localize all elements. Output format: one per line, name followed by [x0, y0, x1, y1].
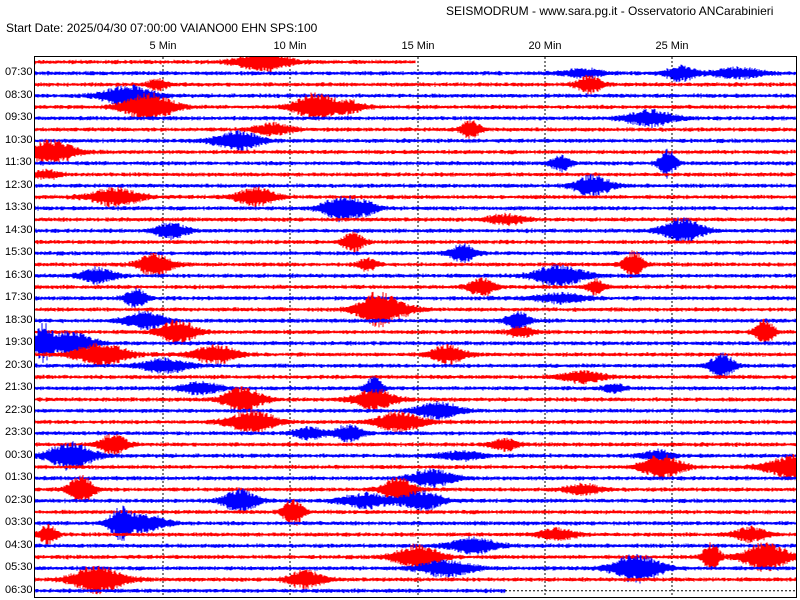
- minute-tick-label: 5 Min: [149, 40, 177, 52]
- trace-row: [35, 554, 796, 584]
- trace-row: [35, 488, 796, 514]
- trace-row: [35, 376, 796, 400]
- hour-label: 00:30: [5, 448, 33, 461]
- trace-row: [35, 342, 796, 368]
- hour-label: 01:30: [5, 471, 33, 483]
- trace-row: [35, 475, 796, 503]
- trace-row: [35, 291, 796, 328]
- trace-row: [35, 536, 796, 555]
- minute-tick-label: 15 Min: [401, 40, 435, 52]
- trace-row: [35, 409, 796, 434]
- trace-row: [35, 92, 796, 121]
- trace-row: [35, 84, 796, 108]
- hour-label: 21:30: [5, 381, 33, 393]
- hour-label: 04:30: [5, 538, 33, 551]
- hour-label: 20:30: [5, 358, 33, 371]
- hour-label: 09:30: [5, 111, 33, 123]
- trace-row: [35, 524, 796, 546]
- trace-row: [35, 588, 506, 594]
- trace-row: [35, 370, 796, 385]
- trace-row: [35, 139, 796, 164]
- trace-row: [35, 424, 796, 443]
- hour-label: 16:30: [5, 268, 33, 281]
- trace-row: [35, 468, 796, 489]
- trace-row: [35, 129, 796, 152]
- trace-row: [35, 277, 796, 297]
- chart-title: SEISMODRUM - www.sara.pg.it - Osservator…: [446, 4, 774, 18]
- trace-row: [35, 243, 796, 263]
- hour-label: 12:30: [5, 178, 33, 191]
- trace-row: [35, 386, 796, 414]
- trace-row: [35, 217, 796, 243]
- hour-label: 13:30: [5, 201, 33, 213]
- hour-label: 08:30: [5, 88, 33, 101]
- minute-tick-label: 10 Min: [273, 40, 307, 52]
- start-date-line: Start Date: 2025/04/30 07:00:00 VAIANO00…: [6, 21, 318, 35]
- trace-row: [35, 74, 796, 95]
- trace-row: [35, 231, 796, 253]
- trace-row: [35, 109, 796, 129]
- trace-row: [35, 250, 796, 278]
- trace-row: [35, 57, 416, 73]
- trace-row: [35, 173, 796, 197]
- trace-row: [35, 352, 796, 378]
- trace-row: [35, 441, 796, 471]
- hour-label: 17:30: [5, 291, 33, 303]
- trace-row: [35, 186, 796, 208]
- trace-row: [35, 401, 796, 421]
- trace-row: [35, 195, 796, 223]
- hour-label: 06:30: [5, 583, 33, 596]
- trace-row: [35, 120, 796, 139]
- trace-row: [35, 310, 796, 331]
- hour-label: 19:30: [5, 336, 33, 348]
- hour-label: 03:30: [5, 516, 33, 528]
- trace-row: [35, 565, 796, 595]
- trace-row: [35, 433, 796, 456]
- hour-label: 23:30: [5, 426, 33, 438]
- trace-row: [35, 542, 796, 572]
- hour-label: 22:30: [5, 403, 33, 416]
- minute-tick-label: 25 Min: [655, 40, 689, 52]
- trace-row: [35, 454, 796, 481]
- trace-row: [35, 64, 796, 82]
- trace-row: [35, 287, 796, 309]
- hour-label: 05:30: [5, 561, 33, 573]
- trace-row: [35, 318, 796, 345]
- hour-label: 07:30: [5, 66, 33, 78]
- hour-label: 15:30: [5, 246, 33, 258]
- hour-label: 14:30: [5, 223, 33, 236]
- minute-tick-label: 20 Min: [528, 40, 562, 52]
- trace-row: [35, 264, 796, 288]
- seismogram-traces: [35, 57, 796, 597]
- seismogram-plot: [34, 56, 797, 598]
- hour-label: 18:30: [5, 313, 33, 326]
- hour-label: 11:30: [5, 156, 32, 168]
- trace-row: [35, 212, 796, 227]
- trace-row: [35, 148, 796, 179]
- hour-label: 02:30: [5, 493, 33, 506]
- trace-row: [35, 168, 796, 180]
- trace-row: [35, 323, 796, 363]
- hour-label: 10:30: [5, 133, 33, 146]
- trace-row: [35, 505, 796, 541]
